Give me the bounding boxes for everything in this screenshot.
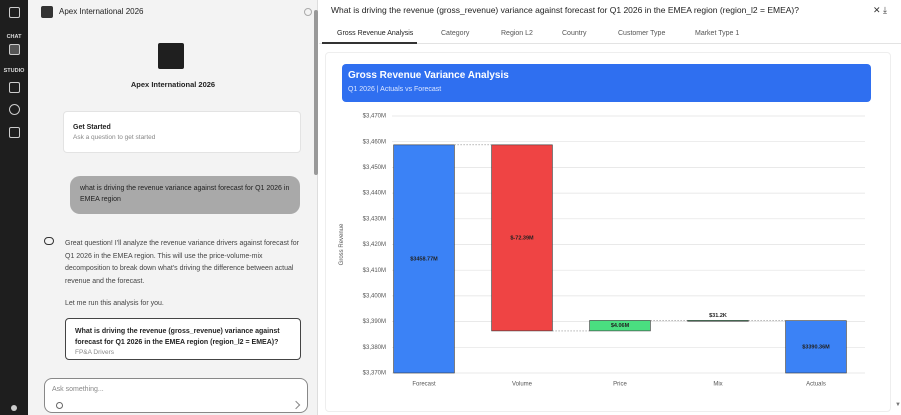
chart: $3,370M $3,380M $3,390M $3,400M $3,410M $3,42… bbox=[339, 114, 865, 388]
query-card[interactable]: What is driving the revenue (gross_reven… bbox=[65, 318, 301, 360]
x-tick-label: Forecast bbox=[412, 382, 436, 388]
y-axis-label: Gross Revenue bbox=[339, 223, 345, 265]
query-card-subtitle: FP&A Drivers bbox=[75, 349, 115, 356]
query-card-title: What is driving the revenue (gross_reven… bbox=[75, 328, 280, 346]
toggle-icon[interactable] bbox=[9, 7, 20, 18]
studio-nav[interactable]: STUDIO bbox=[3, 68, 25, 74]
user-bubble: what is driving the revenue variance aga… bbox=[70, 176, 300, 214]
y-tick-label: $3,470M bbox=[363, 114, 386, 120]
active-tab-underline bbox=[322, 42, 417, 44]
scroll-arrow[interactable]: ▼ bbox=[895, 402, 901, 408]
bar bbox=[785, 320, 847, 374]
logo-small bbox=[41, 6, 53, 18]
bar bbox=[687, 320, 749, 322]
data-label: $31.2K bbox=[709, 313, 727, 319]
y-tick-label: $3,410M bbox=[363, 268, 386, 274]
x-tick-label: Actuals bbox=[806, 382, 826, 388]
chat-panel: Apex International 2026 Apex Internation… bbox=[28, 0, 318, 415]
y-tick-label: $3,460M bbox=[363, 139, 386, 145]
y-tick-label: $3,440M bbox=[363, 191, 386, 197]
assistant-message: Let me run this analysis for you. bbox=[65, 300, 164, 307]
input-placeholder: Ask something... bbox=[52, 386, 104, 393]
chart-title: Gross Revenue Variance Analysis bbox=[348, 70, 509, 81]
graph-icon[interactable] bbox=[9, 127, 20, 138]
share-icon[interactable] bbox=[304, 8, 312, 16]
data-label: $-72.39M bbox=[510, 235, 534, 241]
y-tick-label: $3,450M bbox=[363, 165, 386, 171]
data-label: $3390.36M bbox=[802, 344, 830, 350]
chart-subtitle: Q1 2026 | Actuals vs Forecast bbox=[348, 86, 442, 93]
data-label: $4.06M bbox=[611, 323, 630, 329]
studio-icon[interactable] bbox=[9, 82, 20, 93]
assistant-icon bbox=[44, 237, 54, 245]
data-label: $3458.77M bbox=[410, 256, 438, 262]
y-tick-label: $3,430M bbox=[363, 216, 386, 222]
tab-divider bbox=[319, 43, 901, 44]
chart-header: Gross Revenue Variance Analysis Q1 2026 … bbox=[342, 64, 871, 102]
tab[interactable]: Region L2 bbox=[501, 30, 533, 37]
tab[interactable]: Customer Type bbox=[618, 30, 666, 37]
chat-header: Apex International 2026 bbox=[59, 7, 144, 16]
chat-input[interactable]: Ask something... bbox=[44, 378, 308, 413]
tab[interactable]: Market Type 1 bbox=[695, 30, 740, 37]
chat-nav[interactable]: CHAT bbox=[6, 34, 22, 40]
chart-card bbox=[325, 52, 891, 412]
user-dot[interactable] bbox=[11, 405, 17, 411]
get-started-card[interactable]: Get Started Ask a question to get starte… bbox=[63, 111, 301, 153]
x-tick-label: Volume bbox=[512, 382, 533, 388]
brand-name: Apex International 2026 bbox=[130, 80, 216, 89]
data-icon[interactable] bbox=[9, 104, 20, 115]
y-tick-label: $3,380M bbox=[363, 345, 386, 351]
assistant-message: Great question! I'll analyze the revenue… bbox=[65, 240, 300, 285]
get-started-subtitle: Ask a question to get started bbox=[73, 134, 156, 141]
actions[interactable]: ✕ ⤓ bbox=[873, 5, 888, 15]
y-tick-label: $3,370M bbox=[363, 371, 386, 377]
user-message: what is driving the revenue variance aga… bbox=[80, 185, 290, 203]
tab[interactable]: Gross Revenue Analysis bbox=[337, 30, 414, 37]
send-icon[interactable] bbox=[291, 400, 301, 410]
get-started-title: Get Started bbox=[73, 124, 111, 131]
chat-icon[interactable] bbox=[9, 44, 20, 55]
x-tick-label: Price bbox=[613, 382, 627, 388]
scrollbar[interactable] bbox=[314, 10, 318, 175]
attach-icon[interactable] bbox=[56, 402, 63, 409]
bar bbox=[589, 320, 651, 332]
question: What is driving the revenue (gross_reven… bbox=[331, 5, 799, 15]
bar bbox=[393, 144, 455, 374]
sidebar: CHAT STUDIO bbox=[0, 0, 28, 415]
y-tick-label: $3,420M bbox=[363, 242, 386, 248]
y-tick-label: $3,400M bbox=[363, 293, 386, 299]
tab[interactable]: Category bbox=[441, 30, 470, 37]
y-tick-label: $3,390M bbox=[363, 319, 386, 325]
bar bbox=[491, 144, 553, 332]
logo bbox=[158, 43, 184, 69]
x-tick-label: Mix bbox=[713, 382, 722, 388]
tab[interactable]: Country bbox=[562, 30, 587, 37]
